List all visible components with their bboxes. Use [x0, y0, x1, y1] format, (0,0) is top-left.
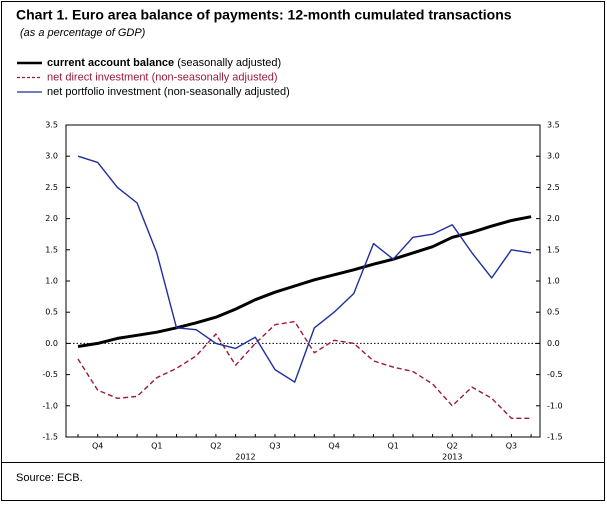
series-line	[77, 215, 532, 348]
x-tick-label: Q3	[506, 442, 517, 451]
year-label: 2013	[442, 453, 462, 462]
x-tick-label: Q4	[328, 442, 339, 451]
y2-tick-label: -0.5	[547, 370, 563, 379]
legend-qualifier: (seasonally adjusted)	[177, 57, 281, 69]
x-tick-label: Q2	[447, 442, 458, 451]
series-line	[77, 155, 532, 383]
legend-name: net direct investment	[47, 71, 149, 83]
y-tick-label: 3.0	[45, 152, 58, 161]
y-tick-label: 1.0	[45, 277, 58, 286]
legend-label: current account balance (seasonally adju…	[47, 57, 281, 69]
chart-subtitle: (as a percentage of GDP)	[20, 27, 146, 39]
legend-label: net direct investment (non-seasonally ad…	[47, 71, 278, 83]
y2-tick-label: -1.5	[547, 433, 563, 442]
y2-tick-label: 2.5	[547, 183, 560, 192]
y2-tick-label: 3.0	[547, 152, 560, 161]
y-tick-label: 3.5	[45, 121, 58, 130]
x-tick-label: Q2	[210, 442, 221, 451]
source: Source: ECB.	[16, 472, 83, 484]
legend-label: net portfolio investment (non-seasonally…	[47, 86, 290, 98]
year-label: 2012	[235, 453, 255, 462]
y-tick-label: -1.0	[42, 401, 58, 410]
y-tick-label: 2.5	[45, 183, 58, 192]
legend-name: current account balance	[47, 57, 174, 69]
legend-name: net portfolio investment	[47, 86, 161, 98]
y2-tick-label: 1.0	[547, 277, 560, 286]
y2-tick-label: 2.0	[547, 214, 560, 223]
legend-qualifier: (non-seasonally adjusted)	[164, 86, 290, 98]
x-tick-label: Q3	[269, 442, 280, 451]
x-tick-label: Q1	[388, 442, 399, 451]
y2-tick-label: 0.5	[547, 308, 560, 317]
y-tick-label: -0.5	[42, 370, 58, 379]
y2-tick-label: -1.0	[547, 401, 563, 410]
y-tick-label: 1.5	[45, 245, 58, 254]
series-line	[77, 320, 532, 419]
legend-qualifier: (non-seasonally adjusted)	[152, 71, 278, 83]
y-tick-label: 0.0	[45, 339, 58, 348]
y-tick-label: 0.5	[45, 308, 58, 317]
y-tick-label: 2.0	[45, 214, 58, 223]
x-tick-label: Q1	[151, 442, 162, 451]
chart-title: Chart 1. Euro area balance of payments: …	[16, 7, 512, 23]
y2-tick-label: 3.5	[547, 121, 560, 130]
x-tick-label: Q4	[92, 442, 103, 451]
y-tick-label: -1.5	[42, 433, 58, 442]
y2-tick-label: 0.0	[547, 339, 560, 348]
y2-tick-label: 1.5	[547, 245, 560, 254]
